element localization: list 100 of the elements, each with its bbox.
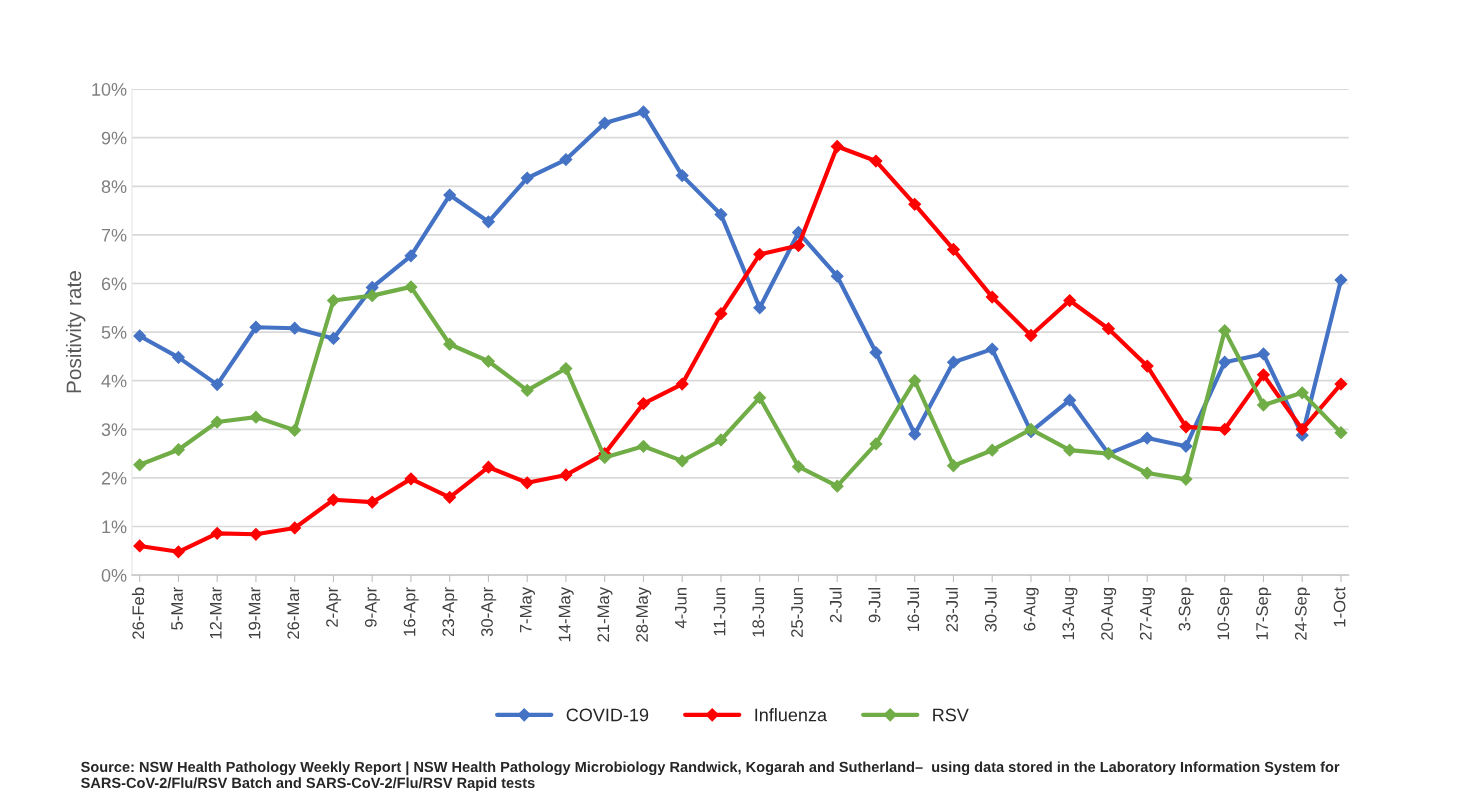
- point: [675, 169, 689, 183]
- x-tick-label: 28-May: [636, 586, 652, 642]
- point: [985, 342, 999, 356]
- point: [637, 439, 650, 453]
- point: [1140, 431, 1154, 445]
- point: [637, 105, 650, 119]
- x-tick-label: 24-Sep: [1294, 587, 1310, 640]
- point: [172, 545, 185, 559]
- y-tick-label: 8%: [101, 180, 127, 194]
- point: [1179, 472, 1193, 486]
- point: [133, 458, 147, 472]
- point: [598, 116, 612, 130]
- point: [1257, 368, 1270, 382]
- point: [482, 215, 495, 229]
- y-tick-label: 6%: [101, 277, 127, 291]
- point: [714, 307, 728, 321]
- point: [1063, 393, 1077, 407]
- y-tick-label: 0%: [101, 569, 127, 582]
- point: [210, 415, 224, 429]
- x-tick-label: 14-May: [558, 586, 574, 642]
- point: [598, 451, 612, 464]
- point: [947, 355, 960, 369]
- point: [288, 521, 302, 535]
- point: [1218, 355, 1232, 369]
- x-tick-label: 11-Jun: [713, 587, 726, 636]
- point: [947, 243, 960, 256]
- point: [133, 329, 147, 343]
- point: [520, 384, 534, 397]
- point: [1257, 347, 1270, 361]
- point: [559, 362, 573, 375]
- point: [1063, 294, 1077, 307]
- point: [327, 332, 340, 345]
- x-tick-label: 25-Jun: [791, 587, 803, 638]
- y-tick-label: 7%: [101, 228, 127, 242]
- point: [869, 437, 883, 451]
- source-note: Source: NSW Health Pathology Weekly Report | NSW Health Pathology Microbiology Randwick, Kogarah and Sutherland– using data stored in the Laboratory Information System for SARS-CoV-2/Flu/RSV Batch and SARS-CoV-2/Flu/RSV Rapid tests: [81, 761, 1340, 791]
- point: [288, 423, 302, 437]
- point: [792, 239, 805, 252]
- x-tick-label: 18-Jun: [752, 587, 765, 637]
- point: [830, 269, 844, 283]
- x-tick-label: 7-May: [520, 586, 535, 633]
- point: [714, 433, 728, 447]
- x-tick-label: 9-Jul: [868, 588, 881, 623]
- point: [1063, 443, 1077, 457]
- point: [908, 197, 922, 211]
- point: [249, 410, 263, 424]
- point: [1257, 398, 1270, 412]
- point: [404, 280, 418, 294]
- point: [1218, 422, 1232, 436]
- x-tick-label: 20-Aug: [1101, 587, 1117, 640]
- legend-label: RSV: [933, 708, 969, 722]
- x-tick-label: 30-Apr: [481, 587, 497, 637]
- y-axis-title: Positivity rate: [65, 271, 86, 393]
- y-tick-label: 9%: [101, 131, 127, 145]
- y-tick-label: 5%: [101, 326, 127, 339]
- point: [1334, 426, 1348, 440]
- point: [830, 140, 844, 153]
- point: [443, 490, 457, 504]
- point: [327, 294, 340, 307]
- point: [520, 171, 534, 185]
- point: [753, 391, 767, 405]
- x-tick-label: 30-Jul: [984, 588, 997, 632]
- point: [1140, 359, 1154, 373]
- point: [249, 527, 263, 541]
- x-tick-label: 27-Aug: [1139, 587, 1155, 640]
- point: [1179, 439, 1193, 453]
- point: [172, 443, 185, 457]
- point: [792, 460, 805, 474]
- point: [482, 354, 495, 368]
- point: [210, 526, 224, 540]
- point: [249, 320, 263, 334]
- point: [1334, 273, 1348, 287]
- point: [520, 476, 534, 490]
- point: [404, 249, 418, 263]
- x-tick-label: 23-Jul: [945, 588, 958, 632]
- x-tick-label: 5-Mar: [171, 587, 183, 630]
- point: [1140, 466, 1154, 480]
- point: [1102, 322, 1115, 336]
- point: [714, 208, 728, 221]
- y-tick-label: 2%: [101, 471, 127, 485]
- legend-label: COVID-19: [566, 708, 649, 722]
- x-tick-label: 9-Apr: [364, 587, 380, 627]
- point: [675, 377, 689, 391]
- point: [1295, 386, 1309, 400]
- x-tick-label: 26-Feb: [131, 587, 145, 639]
- y-tick-label: 4%: [101, 374, 127, 388]
- point: [365, 289, 379, 303]
- x-tick-label: 21-May: [597, 586, 613, 642]
- point: [1295, 422, 1309, 436]
- point: [172, 350, 185, 364]
- point: [637, 397, 650, 410]
- x-tick-label: 12-Mar: [209, 587, 222, 639]
- y-tick-label: 1%: [102, 520, 127, 534]
- point: [327, 493, 340, 507]
- point: [1179, 420, 1193, 434]
- x-tick-label: 23-Apr: [442, 587, 458, 637]
- point: [947, 459, 960, 473]
- point: [753, 247, 767, 261]
- point: [1218, 324, 1232, 338]
- point: [559, 468, 573, 482]
